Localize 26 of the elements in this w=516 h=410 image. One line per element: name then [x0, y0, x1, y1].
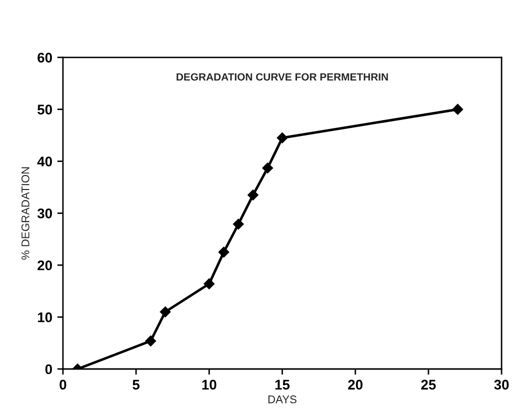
point: [232, 218, 244, 230]
y-tick-label: 10: [38, 312, 52, 322]
point: [218, 246, 230, 258]
y-axis-title: % DEGRADATION: [21, 167, 30, 260]
x-tick-label: 5: [132, 380, 140, 390]
point: [160, 306, 171, 318]
point: [276, 132, 288, 144]
point: [145, 336, 156, 346]
x-tick-label: 15: [275, 380, 290, 390]
y-tick-label: 0: [45, 364, 52, 374]
point: [452, 104, 464, 115]
x-axis-title: DAYS: [268, 395, 296, 404]
point: [262, 162, 274, 174]
y-tick-label: 20: [38, 260, 52, 270]
y-tick-label: 30: [37, 208, 52, 218]
y-tick-label: 60: [38, 52, 52, 63]
x-tick-label: 20: [348, 380, 363, 390]
x-tick-label: 25: [421, 380, 436, 390]
y-tick-label: 40: [37, 156, 52, 166]
x-tick-label: 10: [202, 380, 216, 390]
point: [248, 190, 258, 200]
x-tick-label: 0: [60, 380, 66, 390]
x-tick-label: 30: [494, 380, 509, 390]
text: DEGRADATION CURVE FOR PERMETHRIN: [176, 73, 388, 81]
y-tick-label: 50: [38, 104, 52, 115]
point: [204, 278, 215, 290]
